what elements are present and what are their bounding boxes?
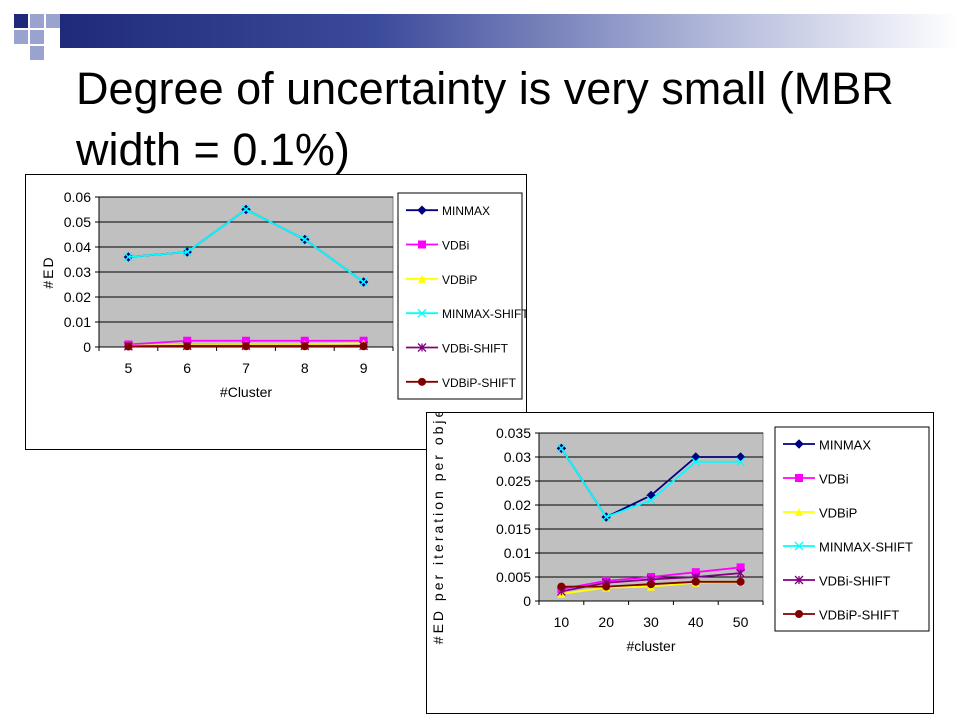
y-tick-label: 0.035 (496, 425, 531, 441)
data-point (602, 582, 611, 591)
y-tick-label: 0.03 (64, 264, 91, 280)
y-tick-label: 0.06 (64, 189, 91, 205)
chart-cluster-large: 0 0.005 0.01 0.015 0.02 0.025 0.03 0.035 10 20 30 4… (426, 412, 934, 714)
x-tick-label: 10 (554, 614, 570, 630)
x-tick-label: 30 (643, 614, 659, 630)
legend-label: VDBiP-SHIFT (819, 608, 899, 623)
data-point (300, 342, 309, 351)
legend-label: VDBi (442, 239, 469, 253)
legend-marker (795, 508, 803, 516)
legend-box (397, 192, 523, 400)
legend-marker (418, 240, 426, 249)
y-tick-label: 0.01 (64, 314, 91, 330)
x-tick-label: 9 (360, 360, 368, 376)
legend-marker (795, 610, 803, 618)
chart-cluster-small: 0 0.01 0.02 0.03 0.04 0.05 0.06 5 6 7 8 9 #Cluster #E… (25, 174, 527, 450)
legend-label: VDBiP-SHIFT (442, 376, 517, 390)
y-axis-label: #ED (40, 255, 56, 288)
legend-marker (794, 541, 804, 551)
legend-marker (794, 575, 804, 585)
x-tick-label: 20 (598, 614, 614, 630)
y-tick-label: 0.04 (64, 239, 91, 255)
data-point (359, 277, 369, 287)
legend-marker (795, 474, 803, 482)
y-tick-label: 0 (83, 339, 91, 355)
y-tick-label: 0.015 (496, 521, 531, 537)
y-axis-label: #ED per iteration per object (430, 413, 446, 644)
data-point (359, 342, 368, 351)
legend-label: VDBi-SHIFT (442, 342, 509, 356)
data-point (556, 443, 566, 453)
data-point (646, 495, 656, 505)
y-tick-label: 0.05 (64, 214, 91, 230)
y-tick-label: 0.02 (504, 497, 531, 513)
data-point (736, 457, 746, 467)
accent-square-dark (14, 14, 28, 28)
legend-label: MINMAX (442, 204, 490, 218)
legend-marker (417, 205, 427, 215)
accent-square-light (14, 30, 28, 44)
y-tick-label: 0.005 (496, 569, 531, 585)
legend-box (774, 426, 930, 632)
data-point (691, 577, 700, 586)
legend-label: VDBi (819, 472, 849, 487)
data-point (124, 342, 133, 351)
x-tick-label: 5 (125, 360, 133, 376)
title-gradient-bar (60, 14, 960, 48)
y-tick-label: 0.01 (504, 545, 531, 561)
y-tick-label: 0 (523, 593, 531, 609)
title-decoration (0, 0, 960, 60)
y-tick-label: 0.03 (504, 449, 531, 465)
legend-marker (418, 274, 426, 283)
accent-square-light (30, 14, 44, 28)
accent-square-light (30, 46, 44, 60)
data-point (691, 568, 700, 577)
y-tick-label: 0.02 (64, 289, 91, 305)
slide-title: Degree of uncertainty is very small (MBR… (76, 63, 894, 175)
legend-marker (417, 343, 427, 352)
data-point (182, 247, 192, 257)
accent-square-light (30, 30, 44, 44)
data-point (183, 336, 192, 345)
data-point (736, 563, 745, 572)
x-tick-label: 6 (183, 360, 191, 376)
x-axis-label: #Cluster (220, 384, 272, 400)
data-point (557, 582, 566, 591)
legend-label: VDBiP (819, 506, 857, 521)
accent-square-light (46, 14, 60, 28)
legend-label: MINMAX-SHIFT (819, 540, 913, 555)
x-tick-label: 50 (733, 614, 749, 630)
data-point (241, 205, 251, 214)
chart-svg: 0 0.01 0.02 0.03 0.04 0.05 0.06 5 6 7 8 9 #Cluster #E… (40, 189, 526, 400)
data-point (601, 512, 611, 522)
legend-label: MINMAX-SHIFT (442, 307, 526, 321)
data-point (691, 457, 701, 467)
x-tick-label: 7 (242, 360, 250, 376)
data-point (123, 252, 133, 262)
legend-label: MINMAX (819, 438, 871, 453)
x-tick-label: 8 (301, 360, 309, 376)
data-point (242, 342, 250, 351)
data-point (183, 342, 192, 351)
y-tick-label: 0.025 (496, 473, 531, 489)
legend-marker (417, 308, 427, 318)
legend-marker (418, 377, 426, 386)
chart-svg: 0 0.005 0.01 0.015 0.02 0.025 0.03 0.035 10 20 30 4… (430, 413, 930, 654)
legend-marker (794, 439, 804, 449)
legend-label: VDBi-SHIFT (819, 574, 891, 589)
x-tick-label: 40 (688, 614, 704, 630)
data-point (736, 568, 746, 578)
data-point (300, 235, 310, 244)
x-axis-label: #cluster (626, 638, 675, 654)
data-point (647, 580, 655, 589)
legend-label: VDBiP (442, 273, 477, 287)
data-point (736, 577, 745, 586)
